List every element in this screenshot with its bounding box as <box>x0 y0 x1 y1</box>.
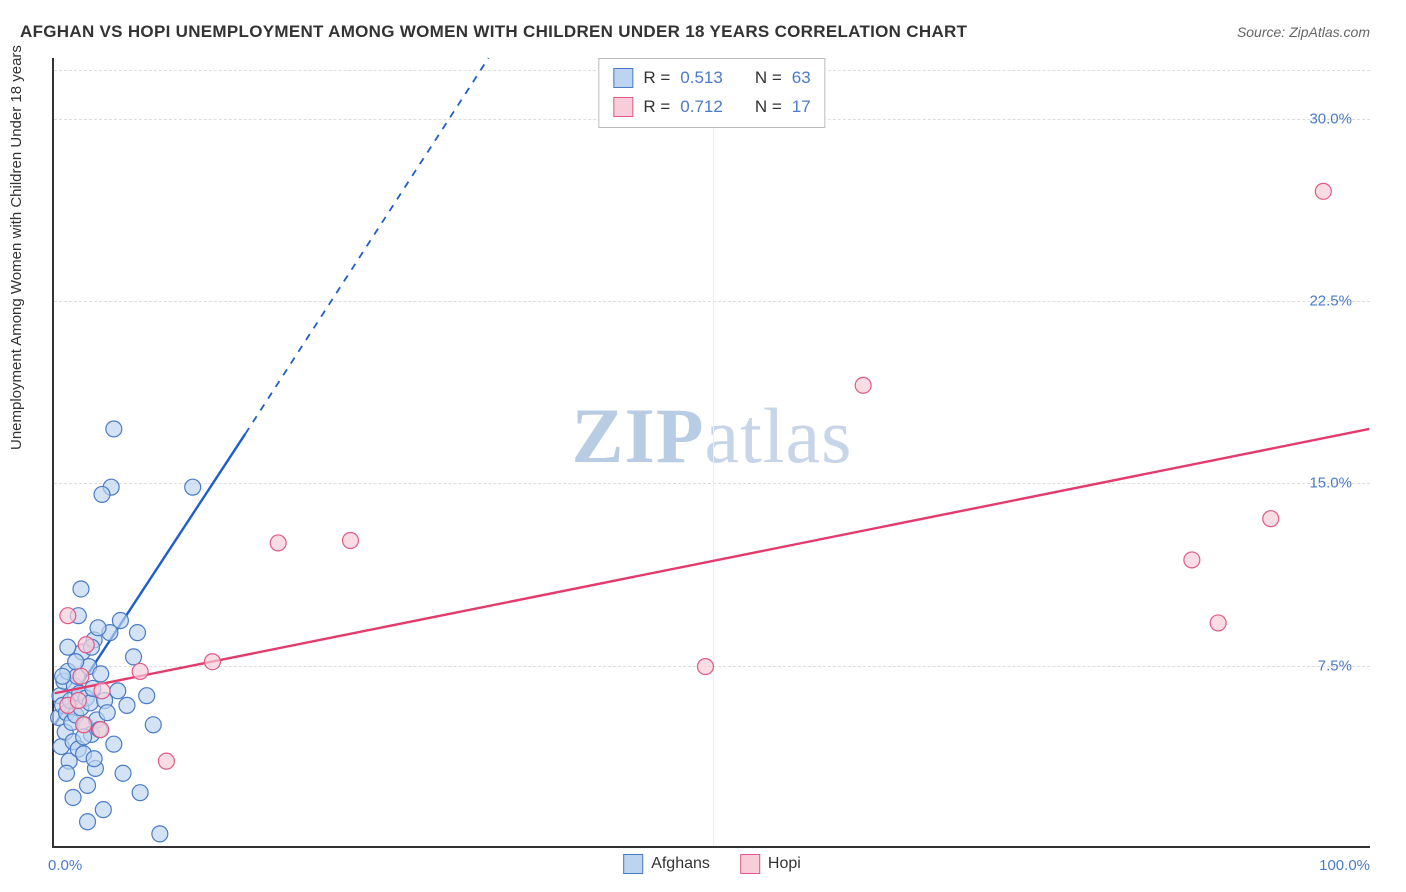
data-point <box>93 666 109 682</box>
chart-svg <box>54 58 1370 846</box>
r-value: 0.513 <box>680 64 723 93</box>
data-point <box>94 486 110 502</box>
data-point <box>130 625 146 641</box>
source-label: Source: ZipAtlas.com <box>1237 24 1370 40</box>
x-tick-label: 100.0% <box>1319 857 1370 874</box>
data-point <box>126 649 142 665</box>
category-legend-item: Afghans <box>623 854 710 874</box>
data-point <box>99 705 115 721</box>
data-point <box>65 790 81 806</box>
data-point <box>112 613 128 629</box>
r-value: 0.712 <box>680 93 723 122</box>
category-label: Hopi <box>768 855 801 873</box>
data-point <box>204 654 220 670</box>
data-point <box>158 753 174 769</box>
data-point <box>94 683 110 699</box>
data-point <box>60 608 76 624</box>
data-point <box>90 620 106 636</box>
data-point <box>270 535 286 551</box>
data-point <box>86 751 102 767</box>
data-point <box>60 639 76 655</box>
legend-row: R = 0.712 N = 17 <box>613 93 810 122</box>
trend-line <box>55 429 1370 693</box>
data-point <box>93 722 109 738</box>
data-point <box>1210 615 1226 631</box>
data-point <box>1315 183 1331 199</box>
trend-line-dashed <box>245 58 488 434</box>
plot-area: ZIPatlas 7.5%15.0%22.5%30.0% 0.0%100.0% … <box>52 58 1370 848</box>
r-label: R = <box>643 64 670 93</box>
data-point <box>59 765 75 781</box>
data-point <box>73 581 89 597</box>
data-point <box>342 533 358 549</box>
data-point <box>145 717 161 733</box>
legend-swatch <box>613 68 633 88</box>
data-point <box>110 683 126 699</box>
n-value: 63 <box>792 64 811 93</box>
data-point <box>855 377 871 393</box>
data-point <box>106 421 122 437</box>
r-label: R = <box>643 93 670 122</box>
legend-swatch <box>613 97 633 117</box>
legend-swatch <box>740 854 760 874</box>
n-value: 17 <box>792 93 811 122</box>
n-label: N = <box>755 93 782 122</box>
data-point <box>132 785 148 801</box>
data-point <box>1184 552 1200 568</box>
category-legend-item: Hopi <box>740 854 801 874</box>
data-point <box>95 802 111 818</box>
chart-title: AFGHAN VS HOPI UNEMPLOYMENT AMONG WOMEN … <box>20 22 967 42</box>
data-point <box>78 637 94 653</box>
data-point <box>152 826 168 842</box>
x-tick-label: 0.0% <box>48 857 82 874</box>
data-point <box>70 693 86 709</box>
legend-swatch <box>623 854 643 874</box>
data-point <box>119 697 135 713</box>
category-legend: Afghans Hopi <box>623 854 801 874</box>
data-point <box>68 654 84 670</box>
data-point <box>55 668 71 684</box>
correlation-legend: R = 0.513 N = 63 R = 0.712 N = 17 <box>598 58 825 128</box>
data-point <box>697 659 713 675</box>
data-point <box>80 777 96 793</box>
data-point <box>185 479 201 495</box>
n-label: N = <box>755 64 782 93</box>
category-label: Afghans <box>651 855 710 873</box>
data-point <box>115 765 131 781</box>
data-point <box>76 717 92 733</box>
data-point <box>139 688 155 704</box>
data-point <box>1263 511 1279 527</box>
data-point <box>80 814 96 830</box>
data-point <box>106 736 122 752</box>
legend-row: R = 0.513 N = 63 <box>613 64 810 93</box>
y-axis-label: Unemployment Among Women with Children U… <box>8 45 25 450</box>
data-point <box>132 663 148 679</box>
data-point <box>73 668 89 684</box>
